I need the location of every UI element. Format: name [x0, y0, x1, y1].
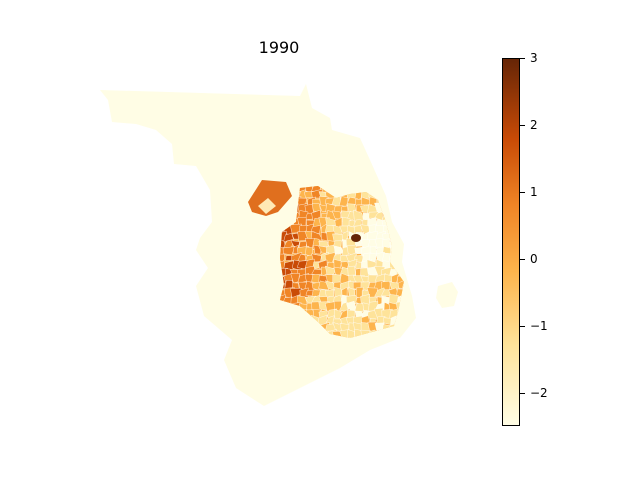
- census-tract: [321, 266, 328, 277]
- colorbar-tick-label: 2: [530, 118, 538, 132]
- colorbar-tick: [520, 58, 525, 59]
- census-tract: [395, 203, 404, 216]
- census-tract: [403, 239, 404, 249]
- census-tract: [282, 246, 296, 256]
- census-tract: [311, 203, 321, 213]
- census-tract: [402, 217, 404, 227]
- colorbar-tick-label: 0: [530, 252, 538, 266]
- census-tract: [405, 203, 413, 214]
- census-tract: [318, 240, 329, 247]
- census-tract: [332, 233, 344, 243]
- census-tract: [395, 210, 404, 222]
- choropleth-map: [100, 84, 458, 406]
- census-tract: [387, 189, 399, 201]
- colorbar-tick: [520, 259, 525, 260]
- colorbar-tick: [520, 192, 525, 193]
- census-tract: [280, 253, 285, 265]
- northwest-tracts-light: [258, 198, 276, 214]
- census-tract: [394, 218, 404, 229]
- core-hotspot: [351, 234, 361, 242]
- colorbar-tick-label: −2: [530, 386, 548, 400]
- census-tract: [354, 302, 366, 313]
- colorbar-tick-label: −1: [530, 319, 548, 333]
- census-tract: [390, 203, 398, 213]
- census-tract: [402, 281, 404, 290]
- census-tract: [310, 231, 324, 241]
- census-tract: [405, 210, 413, 219]
- census-tract: [389, 186, 399, 193]
- census-tract: [403, 248, 404, 255]
- census-tract: [355, 261, 362, 270]
- colorbar-tick: [520, 125, 525, 126]
- census-tract: [402, 330, 404, 338]
- census-tract: [402, 224, 404, 237]
- island-region: [436, 282, 458, 308]
- census-tract: [402, 190, 404, 201]
- census-tract: [395, 198, 404, 207]
- census-tract: [396, 186, 404, 195]
- census-tract: [403, 186, 404, 194]
- census-tract: [396, 224, 404, 233]
- census-tract: [403, 261, 404, 271]
- census-tract: [403, 338, 410, 347]
- census-tract: [403, 252, 404, 263]
- census-tract: [324, 265, 337, 275]
- colorbar-tick: [520, 326, 525, 327]
- census-tract: [402, 233, 404, 244]
- colorbar-tick: [520, 393, 525, 394]
- census-tract: [346, 295, 358, 305]
- census-tract: [404, 267, 413, 275]
- census-tract: [388, 196, 400, 207]
- colorbar: [502, 58, 520, 426]
- census-tract: [402, 196, 404, 208]
- map-title: 1990: [258, 38, 300, 57]
- colorbar-tick-label: 1: [530, 185, 538, 199]
- census-tract: [395, 189, 404, 202]
- colorbar-tick-label: 3: [530, 51, 538, 65]
